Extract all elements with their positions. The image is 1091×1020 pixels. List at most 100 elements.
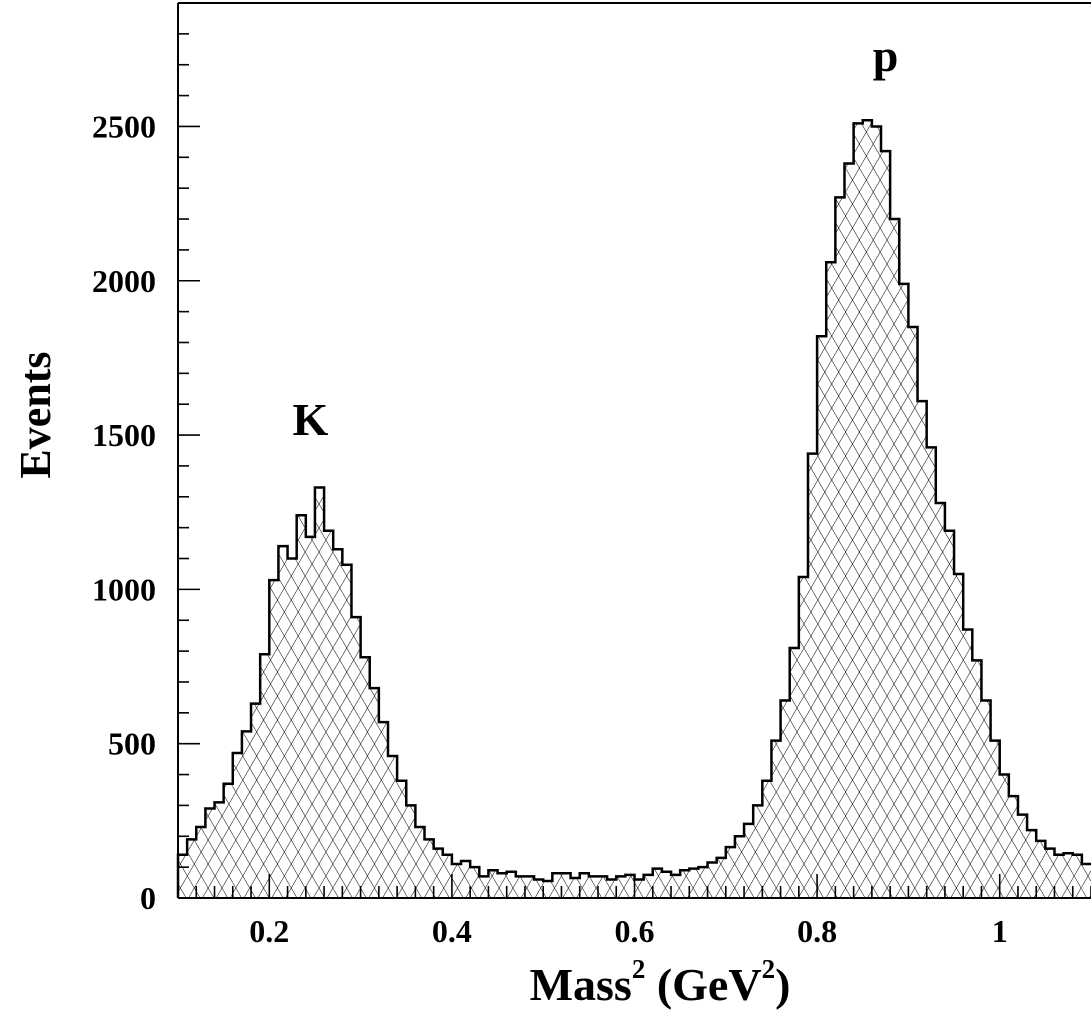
- histogram-bin: [497, 873, 508, 898]
- histogram-bin: [844, 163, 855, 898]
- histogram-bin: [424, 839, 435, 898]
- histogram-bin: [223, 783, 234, 898]
- histogram-bin: [744, 823, 754, 898]
- histogram-bin: [415, 827, 426, 898]
- histogram-bin: [671, 874, 681, 898]
- histogram-bin: [543, 881, 553, 898]
- histogram-bin: [607, 879, 617, 898]
- histogram-bin: [278, 546, 289, 898]
- y-tick-label: 0: [140, 880, 156, 916]
- histogram-bin: [506, 871, 517, 898]
- histogram-bin: [634, 879, 645, 898]
- histogram-bin: [661, 871, 672, 898]
- histogram-bin: [451, 864, 462, 898]
- histogram-bin: [853, 123, 864, 899]
- peak-annotation: p: [873, 30, 899, 81]
- histogram-bin: [908, 327, 919, 898]
- histogram-bin: [862, 120, 873, 898]
- histogram-bin: [643, 874, 654, 898]
- histogram-bin: [1081, 864, 1091, 898]
- histogram-bin: [716, 857, 727, 898]
- histogram-bin: [826, 262, 836, 898]
- histogram-bin: [1072, 854, 1083, 898]
- histogram-bin: [1045, 848, 1056, 898]
- x-axis-label: Mass2 (GeV2): [529, 954, 791, 1011]
- histogram-bin: [780, 700, 791, 898]
- histogram-bin: [707, 862, 718, 898]
- histogram-bin: [524, 876, 535, 898]
- histogram-bin: [597, 876, 608, 898]
- histogram-bin: [652, 868, 663, 898]
- histogram-bin: [561, 873, 572, 898]
- histogram-bin: [260, 654, 270, 898]
- y-tick-label: 500: [108, 726, 156, 762]
- histogram-bin: [296, 515, 307, 898]
- histogram-bin: [1063, 853, 1074, 898]
- histogram-bin: [397, 780, 407, 898]
- histogram-bin: [689, 868, 700, 898]
- histogram-bin: [205, 808, 216, 898]
- histogram-bin: [963, 629, 973, 898]
- histogram-bin: [232, 752, 243, 898]
- histogram-bin: [625, 874, 636, 898]
- histogram-bin: [314, 487, 325, 898]
- histogram-bin: [178, 854, 188, 898]
- histogram-bin: [871, 126, 882, 899]
- histogram-bin: [762, 780, 773, 898]
- histogram-bin: [734, 836, 745, 898]
- histogram-bin: [488, 870, 499, 898]
- y-tick-label: 2000: [92, 263, 156, 299]
- histogram-bin: [981, 700, 992, 898]
- histogram-bin: [1054, 854, 1065, 898]
- histogram-bin: [807, 453, 818, 898]
- histogram-bin: [588, 876, 599, 898]
- histogram-bin: [926, 447, 937, 898]
- histogram-bin: [789, 648, 800, 898]
- histogram-bin: [470, 867, 480, 898]
- histogram-bin: [241, 731, 252, 898]
- histogram-bin: [187, 839, 197, 898]
- histogram-bin: [269, 580, 280, 898]
- histogram-bin: [333, 549, 343, 898]
- histogram-bin: [817, 336, 827, 899]
- histogram-bin: [944, 530, 955, 898]
- histogram-bin: [1008, 796, 1019, 898]
- annotations: Kp: [292, 30, 898, 445]
- y-tick-label: 1500: [92, 417, 156, 453]
- histogram-bin: [479, 876, 490, 898]
- y-tick-label: 2500: [92, 108, 156, 144]
- histogram-bin: [214, 802, 225, 898]
- histogram-bin: [771, 740, 782, 898]
- histogram-bin: [342, 564, 353, 898]
- histogram-bin: [287, 558, 298, 898]
- histogram-bin: [954, 573, 964, 898]
- histogram-bin: [999, 774, 1010, 898]
- histogram-bin: [442, 854, 453, 898]
- histogram-bin: [570, 877, 581, 898]
- histogram-bin: [515, 876, 526, 898]
- histogram-outline: [176, 119, 1091, 898]
- histogram-bin: [680, 870, 690, 898]
- x-tick-label: 0.2: [249, 913, 289, 949]
- peak-annotation: K: [292, 394, 328, 445]
- histogram-bin: [579, 873, 590, 898]
- histogram-bin: [1017, 814, 1028, 898]
- histogram-bin: [1027, 830, 1037, 898]
- x-tick-label: 0.8: [797, 913, 837, 949]
- y-tick-label: 1000: [92, 571, 156, 607]
- histogram-bin: [725, 847, 736, 898]
- histogram-bin: [251, 703, 261, 898]
- histogram-bin: [917, 401, 928, 898]
- x-tick-label: 0.6: [615, 913, 655, 949]
- histogram-bin: [616, 876, 626, 898]
- tick-labels: 0 500 1000 1500 2000 2500 0.2 0.4 0.6 0.8 1: [92, 108, 1008, 949]
- histogram-bin: [798, 577, 809, 898]
- histogram-bin: [890, 219, 900, 898]
- histogram-bin: [935, 502, 946, 898]
- histogram-bin: [196, 827, 206, 898]
- histogram-bin: [378, 722, 389, 898]
- histogram-bin: [360, 657, 371, 898]
- x-tick-label: 0.4: [432, 913, 472, 949]
- x-tick-label: 1: [992, 913, 1008, 949]
